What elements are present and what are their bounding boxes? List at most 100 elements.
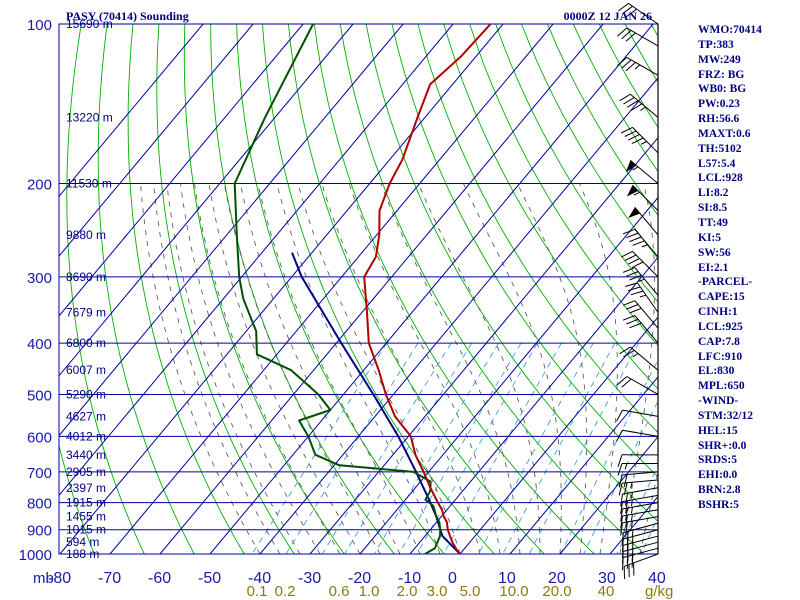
wind-barb-feather	[629, 274, 642, 281]
height-label: 1455 m	[66, 510, 106, 524]
isotherm	[109, 24, 554, 554]
temperature-tick-label: 10	[498, 570, 516, 587]
wind-barb-flag	[626, 185, 639, 197]
station-title: PASY (70414) Sounding	[66, 9, 189, 23]
wind-barb-half-feather	[634, 64, 641, 70]
wind-barb-feather	[619, 346, 631, 355]
wind-barb-half-feather	[632, 166, 639, 171]
wind-barb-staff	[622, 494, 659, 503]
wind-barb	[628, 206, 659, 236]
wind-barb-staff	[622, 487, 659, 495]
wind-barb-staff	[622, 509, 659, 517]
wind-barb-feather	[631, 261, 644, 269]
wind-barb-feather	[631, 137, 644, 145]
index-item: MW:249	[698, 53, 741, 66]
wind-barb-half-feather	[631, 521, 633, 528]
wind-barb-feather	[623, 474, 628, 488]
mixing-ratio-label: 3.0	[427, 583, 448, 600]
temperature-trace	[363, 24, 492, 554]
wind-barb	[622, 228, 659, 258]
wind-barb-feather	[626, 304, 639, 310]
wind-barb-feather	[626, 8, 637, 18]
index-item: LFC:910	[698, 350, 743, 363]
wind-barb-feather	[625, 62, 636, 72]
index-item: MAXT:0.6	[698, 127, 751, 140]
wind-barb-staff	[634, 228, 659, 258]
wind-barb-feather	[626, 232, 639, 239]
height-label: 4627 m	[66, 409, 106, 423]
index-item: -PARCEL-	[698, 276, 753, 289]
wind-barb	[617, 56, 659, 76]
wind-barb-staff	[623, 547, 659, 558]
wind-barb-half-feather	[631, 499, 633, 507]
mixing-ratio-label: 5.0	[460, 583, 481, 600]
index-item: SHR+:0.0	[698, 439, 747, 452]
index-item: EL:830	[698, 365, 735, 378]
dry-adiabat	[313, 24, 595, 554]
wind-barb-feather	[625, 515, 628, 528]
wind-barb-staff	[630, 346, 659, 371]
isotherm	[59, 24, 254, 257]
wind-barb-feather	[622, 315, 636, 321]
isotherm	[459, 316, 658, 554]
wind-barb-staff	[632, 251, 659, 278]
wind-barb-feather	[624, 130, 637, 137]
temperature-tick-label: -40	[248, 570, 271, 587]
mixing-ratio-label: 2.0	[397, 583, 418, 600]
dry-adiabat	[127, 24, 245, 554]
temperature-tick-label: -30	[298, 570, 321, 587]
wind-barb-half-feather	[638, 278, 645, 282]
wind-barb-staff	[632, 127, 659, 154]
wind-barb-feather	[620, 501, 623, 515]
wind-barb	[626, 184, 659, 212]
index-item: WMO:70414	[698, 24, 762, 36]
wind-barb-staff	[622, 429, 659, 437]
wind-barb-staff	[634, 315, 659, 344]
isotherm	[159, 24, 604, 554]
index-item: MPL:650	[698, 380, 745, 393]
pressure-label: 200	[27, 177, 52, 194]
index-item: TP:383	[698, 38, 734, 51]
wind-barb-feather	[630, 103, 643, 111]
wind-barb-feather	[632, 240, 645, 246]
height-label: 7679 m	[66, 305, 106, 319]
wind-barb-feather	[624, 254, 637, 262]
wind-barb	[620, 516, 659, 536]
isotherm	[559, 435, 658, 554]
wind-barb-feather	[623, 482, 628, 496]
mixing-ratio-label: 1.0	[359, 583, 380, 600]
wind-barb-feather	[620, 126, 633, 134]
index-item: L57:5.4	[698, 157, 736, 170]
grid-layer	[58, 23, 659, 555]
wind-barb	[625, 160, 659, 184]
wind-barb	[620, 126, 659, 154]
wind-barb-half-feather	[631, 507, 633, 514]
wind-barb-feather	[631, 548, 634, 562]
wind-barb-feather	[620, 250, 633, 258]
index-item: LCL:928	[698, 172, 743, 185]
temperature-tick-label: 0	[448, 570, 457, 587]
wind-barb-staff	[634, 267, 659, 296]
wind-barb-staff	[634, 300, 659, 329]
wind-barb-feather	[623, 349, 635, 358]
wind-barb-feather	[622, 5, 633, 15]
wind-barb-feather	[618, 482, 623, 496]
height-label: 3440 m	[66, 448, 106, 462]
index-item: CAPE:15	[698, 291, 745, 304]
wind-barb-staff	[628, 2, 659, 25]
wind-barb-feather	[620, 522, 623, 536]
wind-barb-feather	[625, 500, 628, 514]
moist-adiabat	[579, 183, 618, 554]
dry-adiabat	[365, 24, 658, 522]
wind-barb	[625, 282, 659, 313]
isotherm	[59, 24, 504, 554]
index-item: RH:56.6	[698, 113, 740, 126]
wind-barb-feather	[621, 30, 632, 40]
wind-barb-feather	[627, 286, 641, 292]
isotherm	[359, 196, 658, 554]
wind-barb-layer	[616, 2, 659, 580]
wind-barb-feather	[623, 96, 635, 105]
wind-barb-staff	[622, 479, 659, 484]
wind-barb-feather	[626, 318, 639, 325]
